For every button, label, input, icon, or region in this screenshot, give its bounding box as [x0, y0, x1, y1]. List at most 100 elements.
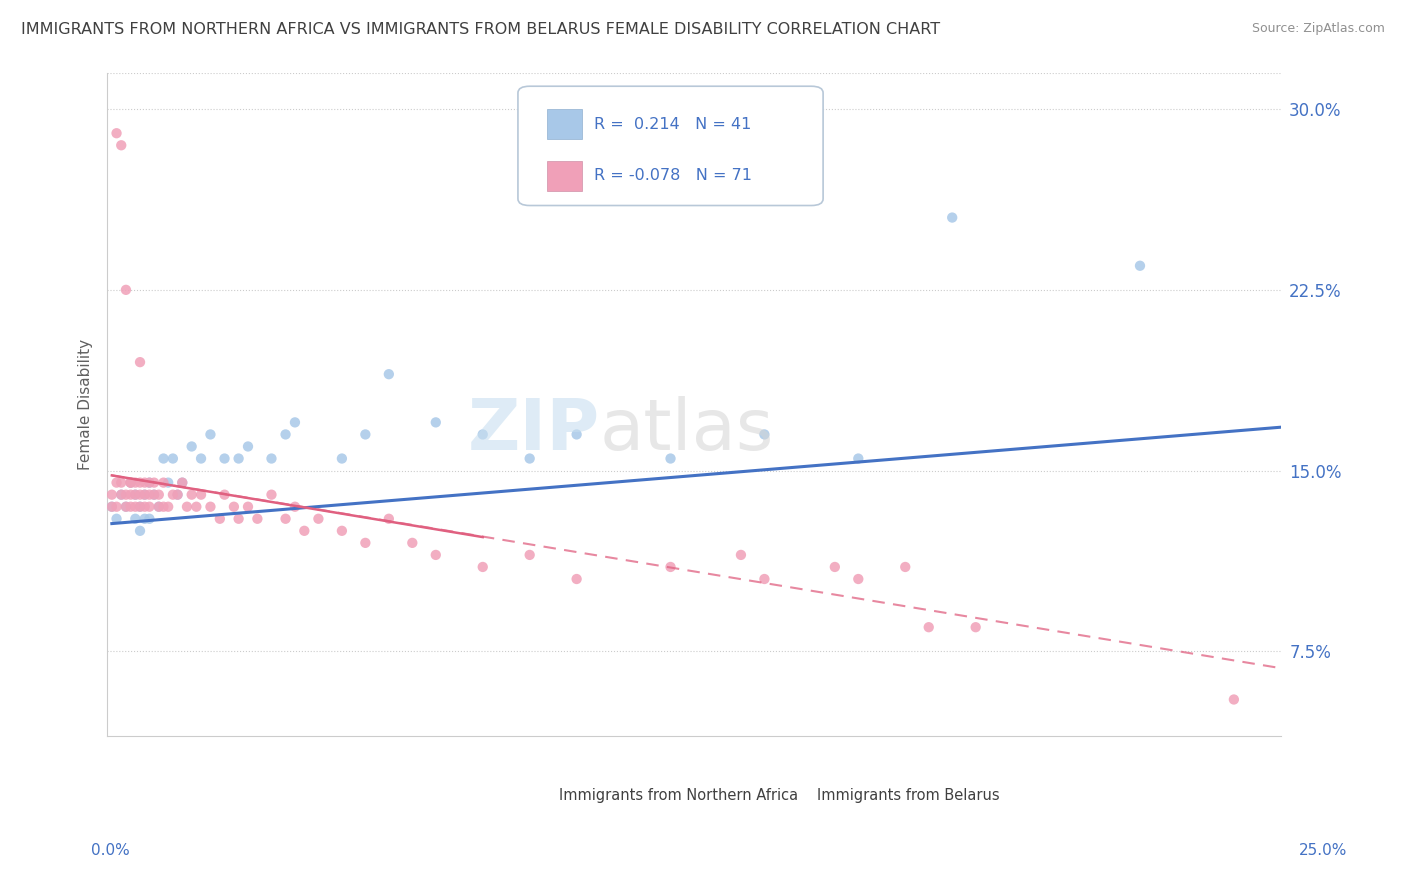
Point [148, 500, 170, 514]
Point [143, 488, 166, 502]
Point [134, 500, 156, 514]
Point [129, 500, 152, 514]
Point [208, 512, 231, 526]
Text: 25.0%: 25.0% [1299, 843, 1347, 858]
Point [120, 488, 142, 502]
Point [124, 500, 146, 514]
Point [124, 488, 146, 502]
Point [172, 475, 194, 490]
Point [105, 512, 128, 526]
Point [157, 475, 180, 490]
Point [101, 488, 124, 502]
Point [565, 427, 588, 442]
Point [124, 475, 146, 490]
Point [110, 488, 132, 502]
Point [246, 512, 269, 526]
Point [115, 488, 138, 502]
FancyBboxPatch shape [547, 110, 582, 139]
Point [120, 500, 142, 514]
Point [330, 451, 353, 466]
Point [101, 500, 124, 514]
Point [918, 620, 941, 634]
Point [378, 512, 401, 526]
Point [176, 500, 198, 514]
Text: 0.0%: 0.0% [91, 843, 131, 858]
Point [894, 560, 917, 574]
Point [105, 500, 128, 514]
Point [659, 560, 682, 574]
Point [471, 427, 494, 442]
Point [172, 475, 194, 490]
Point [120, 475, 142, 490]
Point [200, 427, 222, 442]
Point [148, 488, 170, 502]
Point [1223, 692, 1246, 706]
Point [110, 488, 132, 502]
Point [401, 536, 423, 550]
Point [190, 451, 212, 466]
Point [105, 475, 128, 490]
Point [965, 620, 987, 634]
Point [180, 488, 202, 502]
Point [260, 451, 283, 466]
Point [129, 500, 152, 514]
Point [354, 536, 377, 550]
Point [166, 488, 188, 502]
Point [115, 500, 138, 514]
Point [105, 126, 128, 140]
Point [124, 512, 146, 526]
FancyBboxPatch shape [517, 87, 823, 205]
Point [425, 416, 447, 430]
Point [120, 475, 142, 490]
Point [284, 416, 307, 430]
Point [425, 548, 447, 562]
Point [129, 475, 152, 490]
Point [180, 440, 202, 454]
Text: ZIP: ZIP [468, 396, 600, 466]
Point [138, 488, 160, 502]
Text: IMMIGRANTS FROM NORTHERN AFRICA VS IMMIGRANTS FROM BELARUS FEMALE DISABILITY COR: IMMIGRANTS FROM NORTHERN AFRICA VS IMMIG… [21, 22, 941, 37]
Point [124, 488, 146, 502]
Point [330, 524, 353, 538]
Point [236, 500, 259, 514]
Point [143, 488, 166, 502]
Point [730, 548, 752, 562]
Point [134, 512, 156, 526]
Text: R = -0.078   N = 71: R = -0.078 N = 71 [595, 169, 752, 183]
Y-axis label: Female Disability: Female Disability [79, 339, 93, 470]
Point [143, 475, 166, 490]
Text: R =  0.214   N = 41: R = 0.214 N = 41 [595, 117, 752, 131]
Point [1129, 259, 1152, 273]
Point [236, 440, 259, 454]
Point [565, 572, 588, 586]
Point [115, 500, 138, 514]
Point [129, 524, 152, 538]
Point [471, 560, 494, 574]
Point [134, 475, 156, 490]
Point [260, 488, 283, 502]
Point [138, 475, 160, 490]
Point [152, 451, 174, 466]
Text: Immigrants from Belarus: Immigrants from Belarus [817, 789, 1000, 804]
Point [110, 138, 132, 153]
Point [354, 427, 377, 442]
Point [138, 475, 160, 490]
Point [214, 488, 236, 502]
Point [115, 283, 138, 297]
Point [846, 451, 869, 466]
Point [941, 211, 963, 225]
Point [214, 451, 236, 466]
Text: atlas: atlas [600, 396, 775, 466]
Point [519, 451, 541, 466]
Point [824, 560, 846, 574]
FancyBboxPatch shape [547, 161, 582, 191]
Text: Immigrants from Northern Africa: Immigrants from Northern Africa [560, 789, 799, 804]
Point [120, 475, 142, 490]
Text: Source: ZipAtlas.com: Source: ZipAtlas.com [1251, 22, 1385, 36]
Point [222, 500, 245, 514]
Point [138, 512, 160, 526]
Point [110, 475, 132, 490]
Point [228, 451, 250, 466]
Point [101, 500, 124, 514]
Point [378, 367, 401, 381]
